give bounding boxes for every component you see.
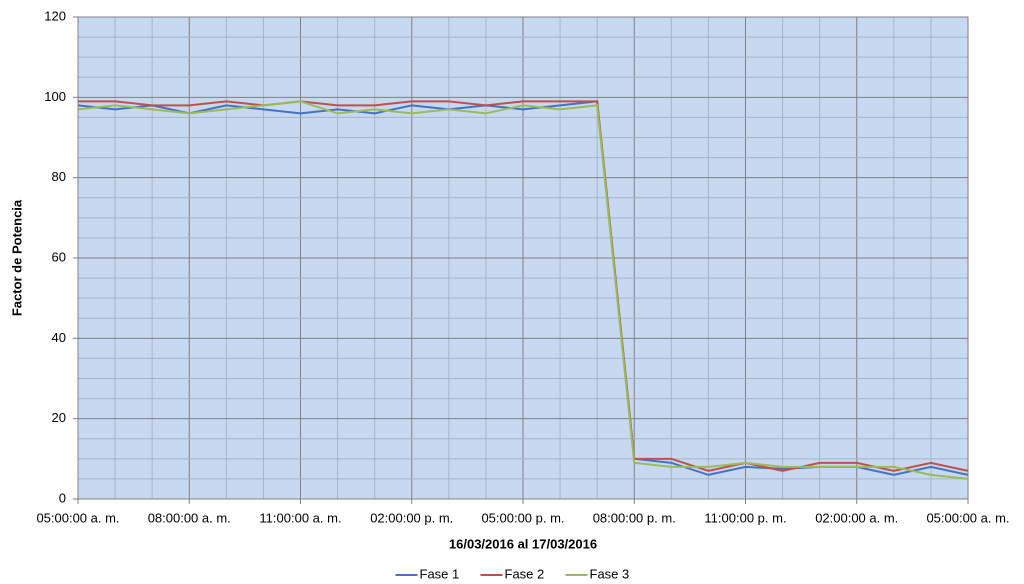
y-tick-label: 60 <box>52 249 66 264</box>
series-line <box>78 100 969 472</box>
plot-border <box>77 16 969 500</box>
x-tick-label: 11:00:00 p. m. <box>704 510 786 525</box>
y-tick-label: 120 <box>44 8 66 23</box>
x-tick-label: 05:00:00 a. m. <box>36 510 119 525</box>
x-tick-label: 05:00:00 p. m. <box>481 510 564 525</box>
x-tick-label: 02:00:00 p. m. <box>370 510 453 525</box>
series-line <box>77 100 969 480</box>
x-axis-title: 16/03/2016 al 17/03/2016 <box>449 536 597 551</box>
legend-label: Fase 1 <box>420 566 460 581</box>
y-tick-label: 100 <box>44 89 66 104</box>
y-tick-label: 0 <box>59 490 66 505</box>
legend-label: Fase 2 <box>505 566 545 581</box>
x-tick-label: 11:00:00 a. m. <box>259 510 341 525</box>
y-tick-label: 20 <box>52 410 66 425</box>
y-tick-label: 80 <box>52 169 66 184</box>
x-tick-label: 05:00:00 a. m. <box>926 510 1009 525</box>
x-tick-label: 02:00:00 a. m. <box>815 510 898 525</box>
legend-label: Fase 3 <box>590 566 630 581</box>
x-tick-label: 08:00:00 p. m. <box>593 510 676 525</box>
x-tick-label: 08:00:00 a. m. <box>148 510 231 525</box>
y-axis-title: Factor de Potencia <box>9 199 24 316</box>
y-tick-label: 40 <box>52 330 66 345</box>
